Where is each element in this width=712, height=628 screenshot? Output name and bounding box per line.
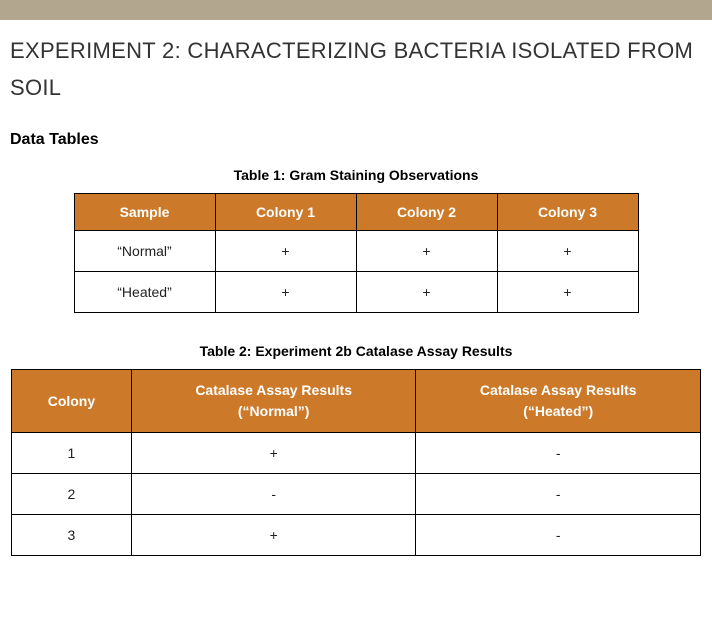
table1-header-row: Sample Colony 1 Colony 2 Colony 3	[74, 193, 638, 230]
table1-cell: +	[215, 271, 356, 312]
table1-cell: “Normal”	[74, 230, 215, 271]
table2-cell: -	[131, 473, 416, 514]
table2-col-heated: Catalase Assay Results (“Heated”)	[416, 369, 701, 432]
table1-cell: +	[497, 230, 638, 271]
table2-cell: 3	[12, 514, 132, 555]
table2-header-row: Colony Catalase Assay Results (“Normal”)…	[12, 369, 701, 432]
table2-col-heated-line1: Catalase Assay Results	[480, 382, 637, 398]
table1-col-colony1: Colony 1	[215, 193, 356, 230]
table2-cell: 1	[12, 432, 132, 473]
table1-cell: “Heated”	[74, 271, 215, 312]
table2: Colony Catalase Assay Results (“Normal”)…	[11, 369, 701, 556]
table2-caption: Table 2: Experiment 2b Catalase Assay Re…	[10, 343, 702, 359]
table1-cell: +	[356, 230, 497, 271]
table2-col-normal-line1: Catalase Assay Results	[195, 382, 352, 398]
table2-col-normal-line2: (“Normal”)	[238, 403, 310, 419]
document-content: EXPERIMENT 2: CHARACTERIZING BACTERIA IS…	[0, 20, 712, 600]
table-row: 2 - -	[12, 473, 701, 514]
table2-cell: 2	[12, 473, 132, 514]
table2-col-colony: Colony	[12, 369, 132, 432]
table1: Sample Colony 1 Colony 2 Colony 3 “Norma…	[74, 193, 639, 313]
table-row: 3 + -	[12, 514, 701, 555]
table1-cell: +	[356, 271, 497, 312]
table2-cell: +	[131, 514, 416, 555]
table1-col-colony2: Colony 2	[356, 193, 497, 230]
table1-col-sample: Sample	[74, 193, 215, 230]
table2-cell: +	[131, 432, 416, 473]
section-heading: Data Tables	[10, 131, 702, 149]
table2-col-heated-line2: (“Heated”)	[523, 403, 593, 419]
table2-cell: -	[416, 473, 701, 514]
page-title: EXPERIMENT 2: CHARACTERIZING BACTERIA IS…	[10, 32, 702, 107]
table1-cell: +	[497, 271, 638, 312]
table1-caption: Table 1: Gram Staining Observations	[10, 167, 702, 183]
table2-cell: -	[416, 432, 701, 473]
table2-cell: -	[416, 514, 701, 555]
top-bar	[0, 0, 712, 20]
table1-cell: +	[215, 230, 356, 271]
table-row: “Heated” + + +	[74, 271, 638, 312]
table-row: 1 + -	[12, 432, 701, 473]
table1-col-colony3: Colony 3	[497, 193, 638, 230]
table-row: “Normal” + + +	[74, 230, 638, 271]
table2-col-normal: Catalase Assay Results (“Normal”)	[131, 369, 416, 432]
